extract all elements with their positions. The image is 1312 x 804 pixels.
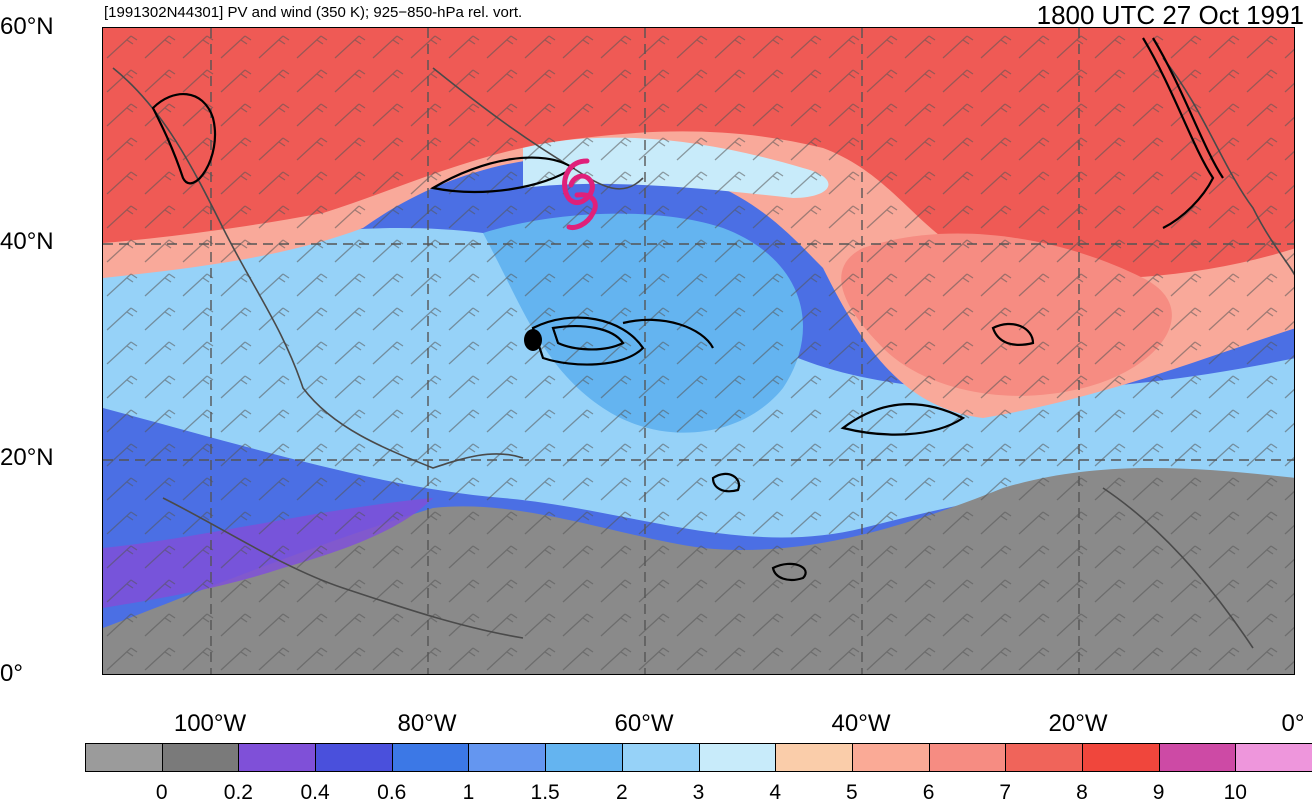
colorbar-cell (238, 743, 317, 772)
lon-label-100w: 100°W (173, 710, 247, 737)
colorbar-tick-label: 10 (1223, 781, 1247, 804)
map-canvas (103, 28, 1294, 674)
tropical-cyclone-icon (562, 158, 598, 230)
valid-time-label: 1800 UTC 27 Oct 1991 (1036, 0, 1304, 30)
colorbar-cell (85, 743, 163, 772)
colorbar-tick-label: 8 (1076, 781, 1088, 804)
lat-label-0: 0° (0, 660, 23, 687)
colorbar-cell (621, 743, 700, 772)
lat-label-40n: 40°N (0, 228, 54, 255)
colorbar-tick-label: 1 (462, 781, 475, 804)
lon-label-40w: 40°W (831, 710, 891, 737)
colorbar-cell (391, 743, 470, 772)
lon-label-0: 0° (1281, 710, 1305, 737)
lon-label-60w: 60°W (614, 710, 674, 737)
colorbar-cell (1235, 743, 1312, 772)
vorticity-contours (151, 37, 1224, 582)
colorbar-tick-label: 9 (1152, 781, 1165, 804)
coastlines (112, 57, 1294, 649)
colorbar-tick-label: 4 (769, 781, 782, 804)
colorbar-tick-label: 5 (846, 781, 858, 804)
colorbar-cell (698, 743, 777, 772)
colorbar-cell (928, 743, 1007, 772)
colorbar-cell (545, 743, 623, 772)
colorbar-tick-label: 0.4 (300, 781, 330, 804)
wind-barbs (103, 28, 1294, 674)
pv-colorbar (85, 743, 1312, 772)
colorbar-tick-label: 0.6 (377, 781, 407, 804)
colorbar-cell (161, 743, 240, 772)
colorbar-tick-label: 0.2 (223, 781, 253, 804)
colorbar-cell (1158, 743, 1237, 772)
map-title: [1991302N44301] PV and wind (350 K); 925… (104, 4, 523, 21)
lon-label-80w: 80°W (397, 710, 457, 737)
lon-label-20w: 20°W (1048, 710, 1108, 737)
colorbar-tick-label: 3 (692, 781, 705, 804)
lat-label-60n: 60°N (0, 13, 54, 40)
colorbar-cell (851, 743, 930, 772)
colorbar-tick-label: 0 (155, 781, 168, 804)
colorbar-tick-label: 6 (922, 781, 935, 804)
colorbar-tick-label: 7 (999, 781, 1012, 804)
colorbar-cell (1081, 743, 1160, 772)
colorbar-tick-label: 1.5 (530, 781, 560, 804)
vorticity-max (524, 329, 542, 351)
lat-label-20n: 20°N (0, 444, 54, 471)
colorbar-cell (1005, 743, 1083, 772)
colorbar-cell (775, 743, 853, 772)
pv-wind-map (102, 27, 1295, 675)
colorbar-cell (315, 743, 393, 772)
colorbar-cell (468, 743, 547, 772)
colorbar-tick-label: 2 (615, 781, 628, 804)
